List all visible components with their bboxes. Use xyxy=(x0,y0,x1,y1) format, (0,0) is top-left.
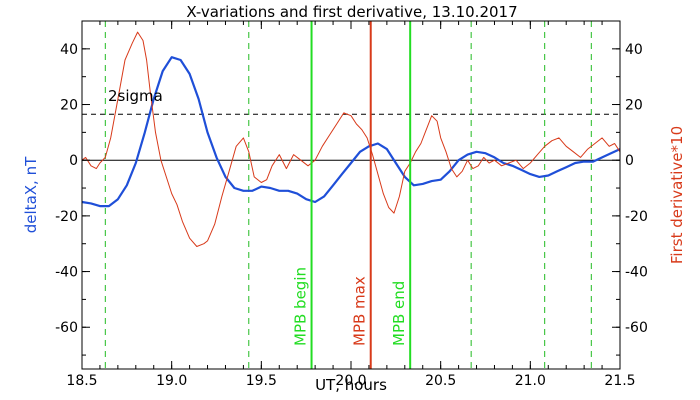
x-tick-label: 19.0 xyxy=(156,373,187,389)
x-tick-label: 21.0 xyxy=(515,373,546,389)
series-layer xyxy=(81,31,621,247)
chart-title: X-variations and first derivative, 13.10… xyxy=(186,3,517,21)
mpb-marker-label: MPB end xyxy=(390,281,408,346)
axis-layer: 18.5 19.0 19.5 20.0 20.5 21.0 21.5 40 40 20 20 0 0 -2… xyxy=(55,20,648,389)
x-tick-label: 18.5 xyxy=(66,373,97,389)
sigma-label: 2sigma xyxy=(108,87,163,105)
y-tick-label-left: -40 xyxy=(55,265,78,281)
mpb-marker-label: MPB max xyxy=(351,276,369,346)
x-axis-title: UT, hours xyxy=(315,376,387,394)
x-tick-label: 21.5 xyxy=(604,373,635,389)
y-tick-label-left: 40 xyxy=(60,42,78,58)
reference-lines xyxy=(82,21,620,369)
x-tick-label: 19.5 xyxy=(246,373,277,389)
y-tick-label-right: 20 xyxy=(625,98,643,114)
y-tick-label-right: -60 xyxy=(625,320,648,336)
mpb-marker-label: MPB begin xyxy=(292,267,310,346)
y-tick-label-left: 20 xyxy=(60,98,78,114)
y-axis-title-left: deltaX, nT xyxy=(22,156,40,233)
x-tick-label: 20.5 xyxy=(425,373,456,389)
y-axis-title-right: First derivative*10 xyxy=(668,126,686,264)
derivative-series-line xyxy=(81,31,621,247)
y-tick-label-right: 0 xyxy=(625,153,634,169)
y-tick-label-left: -60 xyxy=(55,320,78,336)
deltax-series-line xyxy=(81,56,621,208)
y-tick-label-left: 0 xyxy=(69,153,78,169)
y-tick-label-left: -20 xyxy=(55,209,78,225)
x-tick-label: 20.0 xyxy=(335,373,366,389)
marker-layer: MPB begin MPB max MPB end xyxy=(292,21,412,369)
y-tick-label-right: -20 xyxy=(625,209,648,225)
y-tick-label-right: -40 xyxy=(625,265,648,281)
y-tick-label-right: 40 xyxy=(625,42,643,58)
